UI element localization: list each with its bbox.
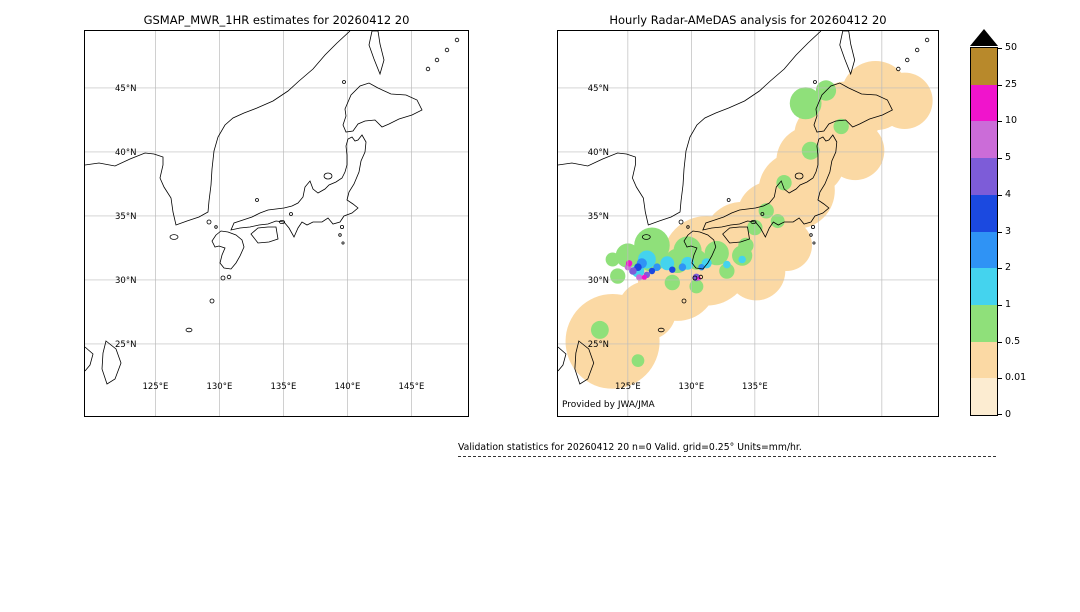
precip-region-0.5-1: [664, 274, 680, 291]
colorbar-block-4-5: [971, 158, 997, 195]
colorbar-tick-label: 50: [1005, 41, 1018, 53]
precip-region-3-4: [648, 267, 656, 275]
precip-region-0.01-0.5: [876, 72, 933, 129]
colorbar-tick-mark: [998, 48, 1002, 49]
precip-region-0.5-1: [689, 279, 704, 294]
colorbar-blocks: [971, 48, 997, 416]
colorbar-tick-label: 3: [1005, 225, 1012, 237]
y-tick-label: 40°N: [588, 147, 609, 157]
colorbar-tick-mark: [998, 268, 1002, 270]
validation-statistics-text: Validation statistics for 20260412 20 n=…: [458, 442, 996, 457]
precip-region-10-25: [641, 274, 647, 280]
gsmap-panel-title: GSMAP_MWR_1HR estimates for 20260412 20: [143, 13, 410, 27]
tick-label-layer: 125°E 130°E 135°E 45°N 40°N 35°N 30°N 25°N: [588, 83, 768, 391]
radar-map: 125°E 130°E 135°E 45°N 40°N 35°N 30°N 25°N: [558, 31, 938, 416]
precip-region-2-3: [698, 264, 705, 271]
colorbar-tick-mark: [998, 304, 1002, 306]
colorbar-tick-mark: [998, 121, 1002, 123]
y-tick-label: 45°N: [115, 84, 136, 94]
y-tick-label: 35°N: [588, 211, 609, 221]
colorbar-tick-label: 1: [1005, 298, 1012, 310]
colorbar-tick-mark: [998, 341, 1002, 343]
colorbar-block-25-50: [971, 48, 997, 85]
colorbar-tick-label: 0.5: [1005, 335, 1021, 347]
colorbar-block-3-4: [971, 194, 997, 232]
precip-region-0.5-1: [758, 203, 774, 219]
colorbar-block-2-3: [971, 231, 997, 269]
colorbar-tick-label: 0.01: [1005, 372, 1027, 384]
colorbar-tick-label: 2: [1005, 262, 1012, 274]
colorbar-block-0.01-0.5: [971, 341, 997, 379]
x-tick-label: 145°E: [398, 382, 424, 392]
precip-region-1-2: [723, 260, 731, 269]
coastline-layer: [85, 31, 460, 385]
tick-label-layer: 125°E 130°E 135°E 140°E 145°E 45°N 40°N 35°N 30°…: [115, 84, 424, 392]
precip-region-0.5-1: [605, 252, 620, 267]
precipitation-layer: [565, 61, 933, 389]
colorbar-block-10-25: [971, 84, 997, 122]
x-tick-label: 125°E: [615, 381, 641, 391]
precip-region-1-2: [660, 256, 675, 271]
x-tick-label: 130°E: [679, 381, 705, 391]
colorbar-tick-label: 0: [1005, 408, 1012, 420]
y-tick-label: 45°N: [588, 83, 609, 93]
colorbar-tick-mark: [998, 158, 1002, 160]
y-tick-label: 40°N: [115, 148, 136, 158]
data-credit: Provided by JWA/JMA: [562, 400, 655, 410]
precip-region-0.5-1: [833, 118, 849, 135]
colorbar-tick-mark: [998, 194, 1002, 196]
y-tick-label: 25°N: [588, 339, 609, 349]
radar-panel-title: Hourly Radar-AMeDAS analysis for 2026041…: [609, 13, 887, 27]
precip-region-5-10: [636, 274, 643, 281]
gsmap-map-panel: 125°E 130°E 135°E 140°E 145°E 45°N 40°N 35°N 30°…: [84, 30, 469, 417]
precip-region-0.5-1: [610, 268, 626, 284]
precip-region-2-3: [678, 263, 687, 271]
precip-region-0.5-1: [770, 214, 785, 229]
colorbar-tick-mark: [998, 84, 1002, 86]
precip-region-0.5-1: [776, 175, 792, 191]
x-tick-label: 135°E: [742, 381, 768, 391]
y-tick-label: 35°N: [115, 212, 136, 222]
colorbar-tick-label: 5: [1005, 152, 1012, 164]
y-tick-label: 30°N: [115, 276, 136, 286]
y-tick-label: 25°N: [115, 340, 136, 350]
precip-region-4-5: [629, 267, 637, 275]
x-tick-label: 135°E: [270, 382, 296, 392]
y-tick-label: 30°N: [588, 275, 609, 285]
colorbar-block-0-0.01: [971, 378, 997, 416]
precip-region-2-3: [653, 263, 661, 271]
precip-region-0.01-0.5: [761, 219, 812, 271]
colorbar-tick-mark: [998, 414, 1002, 415]
x-tick-label: 140°E: [334, 382, 360, 392]
precip-region-3-4: [669, 266, 676, 273]
colorbar-tick-label: 4: [1005, 188, 1012, 200]
precip-region-0.5-1: [590, 320, 609, 339]
colorbar-overflow-triangle-icon: [970, 29, 998, 46]
x-tick-label: 130°E: [206, 382, 232, 392]
precip-region-0.5-1: [789, 87, 822, 120]
colorbar-tick-mark: [998, 378, 1002, 380]
colorbar-tick-label: 10: [1005, 115, 1018, 127]
precip-region-0.5-1: [631, 354, 645, 367]
grid-layer: [85, 31, 468, 416]
precip-region-10-25: [625, 260, 633, 267]
colorbar-block-0.5-1: [971, 304, 997, 342]
colorbar-block-5-10: [971, 121, 997, 159]
precip-region-0.5-1: [704, 240, 729, 266]
colorbar-block-1-2: [971, 268, 997, 305]
x-tick-label: 125°E: [142, 382, 168, 392]
gsmap-map: 125°E 130°E 135°E 140°E 145°E 45°N 40°N 35°N 30°…: [85, 31, 468, 416]
precip-region-1-2: [738, 255, 746, 264]
precip-region-0.5-1: [719, 263, 735, 279]
colorbar-tick-label: 25: [1005, 78, 1018, 90]
colorbar: 50 25 10 5 4 3 2 1 0.5 0.01 0: [970, 42, 1026, 420]
precip-region-0.01-0.5: [825, 121, 885, 181]
colorbar-tick-mark: [998, 231, 1002, 233]
radar-map-panel: 125°E 130°E 135°E 45°N 40°N 35°N 30°N 25°N Prov…: [557, 30, 939, 417]
precip-region-0.5-1: [801, 141, 820, 160]
